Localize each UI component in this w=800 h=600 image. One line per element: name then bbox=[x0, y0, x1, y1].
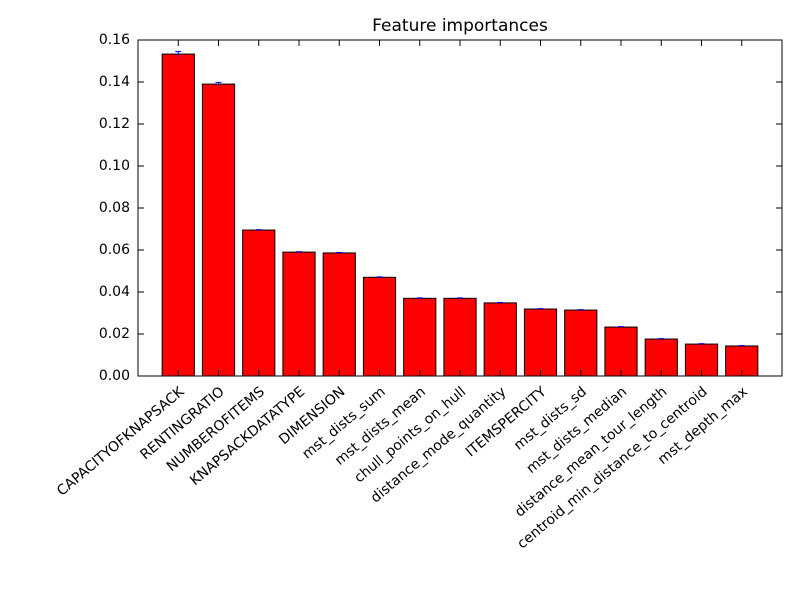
y-tick-label: 0.06 bbox=[99, 242, 130, 258]
bar bbox=[523, 308, 558, 377]
bar bbox=[483, 302, 517, 377]
bar bbox=[362, 276, 397, 377]
y-tick-label: 0.14 bbox=[99, 74, 130, 90]
y-tick-label: 0.12 bbox=[99, 116, 130, 132]
y-tick-label: 0.08 bbox=[99, 200, 130, 216]
y-tick-label: 0.04 bbox=[99, 284, 130, 300]
bar bbox=[403, 297, 437, 377]
y-tick-label: 0.00 bbox=[99, 368, 130, 384]
bar bbox=[201, 83, 236, 377]
bar bbox=[242, 229, 276, 377]
y-tick-label: 0.02 bbox=[99, 326, 130, 342]
plot-frame bbox=[137, 39, 783, 377]
y-tick-label: 0.16 bbox=[99, 32, 130, 48]
y-tick-label: 0.10 bbox=[99, 158, 130, 174]
chart-title: Feature importances bbox=[372, 16, 548, 36]
bar bbox=[282, 251, 316, 377]
bar bbox=[564, 309, 598, 377]
bar bbox=[322, 252, 356, 377]
bar bbox=[644, 338, 678, 377]
bar bbox=[443, 297, 477, 377]
bar bbox=[161, 53, 195, 377]
bar bbox=[604, 326, 638, 377]
